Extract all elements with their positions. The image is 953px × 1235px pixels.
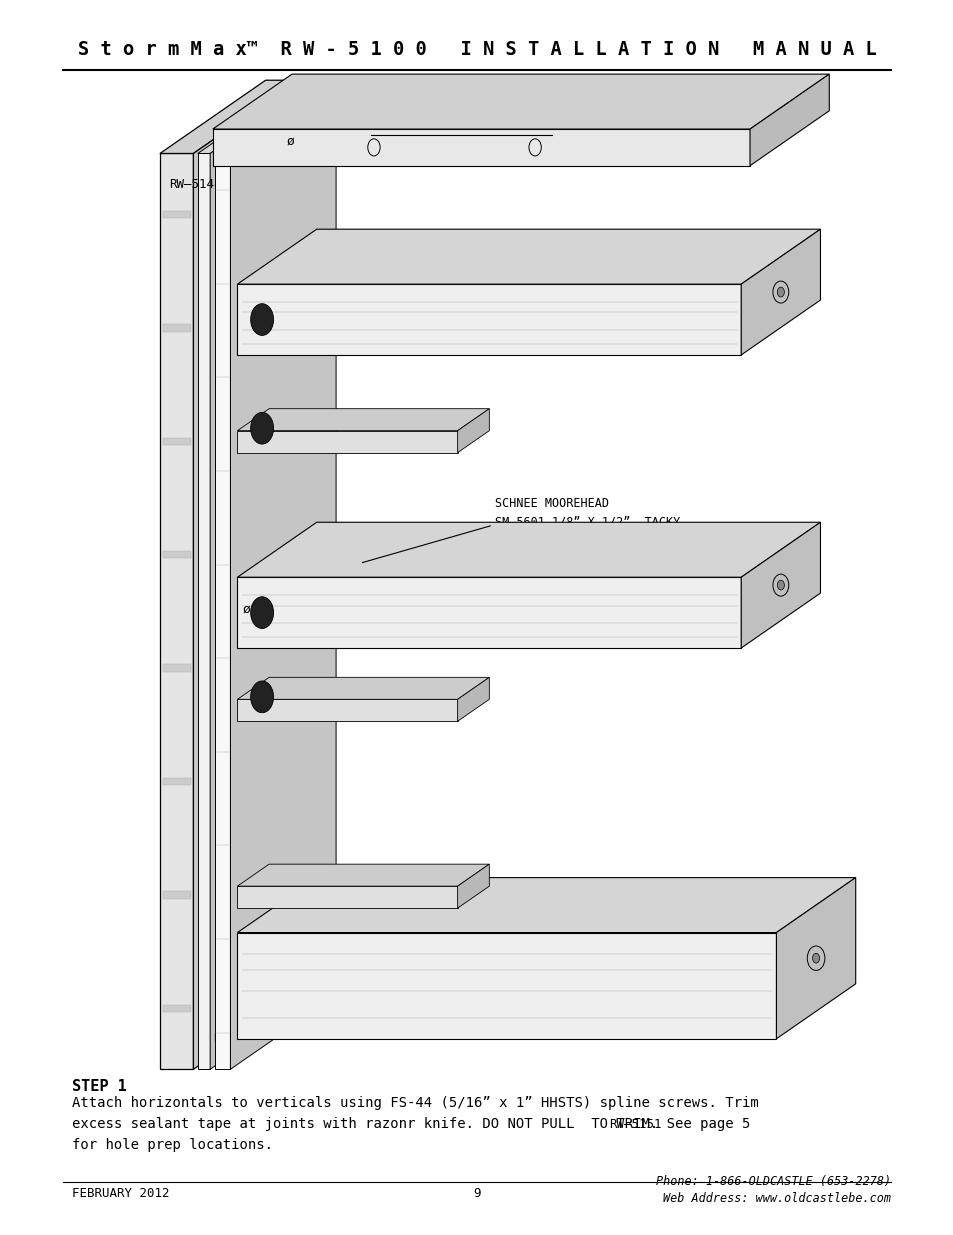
Polygon shape — [237, 230, 820, 284]
Polygon shape — [210, 80, 315, 1070]
Polygon shape — [213, 74, 828, 128]
Polygon shape — [776, 878, 855, 1039]
Polygon shape — [237, 699, 457, 721]
Polygon shape — [160, 80, 299, 153]
Text: RW–5147: RW–5147 — [213, 1032, 265, 1045]
Text: RW–5151: RW–5151 — [608, 1118, 661, 1131]
Text: FS–44 (TYP.): FS–44 (TYP.) — [556, 128, 645, 142]
Circle shape — [777, 288, 783, 296]
Polygon shape — [237, 677, 489, 699]
Polygon shape — [231, 80, 335, 1070]
Polygon shape — [237, 864, 489, 887]
Polygon shape — [213, 128, 749, 165]
Text: STEP 1: STEP 1 — [71, 1079, 127, 1094]
Polygon shape — [237, 409, 489, 431]
Polygon shape — [162, 892, 191, 899]
Polygon shape — [749, 74, 828, 165]
Polygon shape — [162, 778, 191, 785]
Polygon shape — [214, 80, 335, 153]
Polygon shape — [457, 864, 489, 908]
Text: RW–5148: RW–5148 — [169, 178, 221, 190]
Text: RW–5150: RW–5150 — [679, 611, 731, 624]
Polygon shape — [162, 664, 191, 672]
Circle shape — [251, 412, 274, 445]
Circle shape — [251, 680, 274, 713]
Circle shape — [777, 580, 783, 590]
Polygon shape — [237, 887, 457, 908]
Circle shape — [251, 597, 274, 629]
Polygon shape — [197, 153, 210, 1070]
Polygon shape — [740, 522, 820, 648]
Polygon shape — [237, 577, 740, 648]
Text: FEBRUARY 2012: FEBRUARY 2012 — [71, 1187, 170, 1200]
Text: ø: ø — [286, 135, 294, 148]
Polygon shape — [193, 80, 299, 1070]
Text: Web Address: www.oldcastlebe.com: Web Address: www.oldcastlebe.com — [662, 1192, 890, 1205]
Polygon shape — [237, 932, 776, 1039]
Polygon shape — [214, 153, 231, 1070]
Polygon shape — [162, 325, 191, 331]
Polygon shape — [237, 284, 740, 354]
Polygon shape — [162, 1004, 191, 1011]
Polygon shape — [197, 80, 315, 153]
Text: Phone: 1-866-OLDCASTLE (653-2278): Phone: 1-866-OLDCASTLE (653-2278) — [655, 1176, 890, 1188]
Circle shape — [812, 953, 819, 963]
Text: ø: ø — [242, 603, 250, 615]
Text: FRAME ASSEMBLY: FRAME ASSEMBLY — [395, 93, 558, 111]
Polygon shape — [237, 522, 820, 577]
Text: S t o r m M a x™  R W - 5 1 0 0   I N S T A L L A T I O N   M A N U A L: S t o r m M a x™ R W - 5 1 0 0 I N S T A… — [77, 41, 876, 59]
Polygon shape — [457, 677, 489, 721]
Polygon shape — [162, 551, 191, 558]
Circle shape — [251, 304, 274, 336]
Polygon shape — [237, 878, 855, 932]
Text: 9: 9 — [473, 1187, 480, 1200]
Polygon shape — [457, 409, 489, 453]
Text: Attach horizontals to verticals using FS-44 (5/16” x 1” HHSTS) spline screws. Tr: Attach horizontals to verticals using FS… — [71, 1097, 758, 1152]
Text: RW–5149: RW–5149 — [679, 324, 731, 337]
Polygon shape — [740, 230, 820, 354]
Polygon shape — [162, 437, 191, 445]
Polygon shape — [162, 211, 191, 219]
Polygon shape — [160, 153, 193, 1070]
Polygon shape — [237, 431, 457, 453]
Text: SCHNEE MOOREHEAD
SM–5601 1/8” X 1/2”  TACKY
TAPE.  VW PART #4666: SCHNEE MOOREHEAD SM–5601 1/8” X 1/2” TAC… — [494, 498, 679, 547]
